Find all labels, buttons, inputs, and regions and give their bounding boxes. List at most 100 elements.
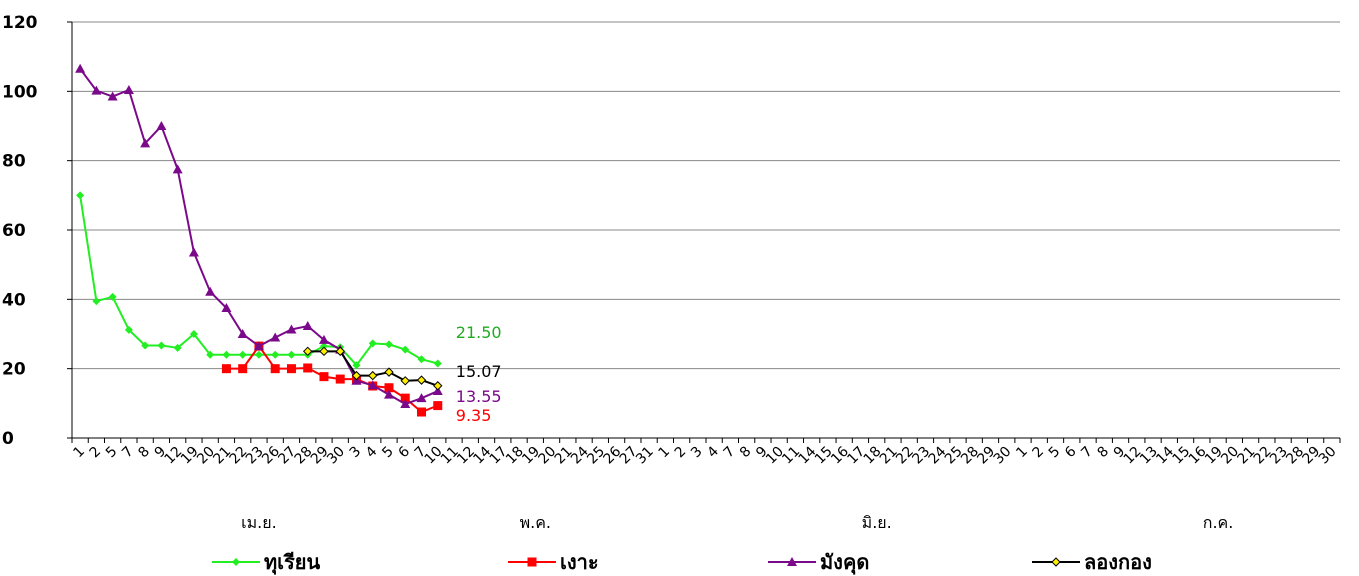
data-point bbox=[368, 370, 378, 381]
x-tick-label: 4 bbox=[363, 443, 381, 461]
data-point bbox=[141, 341, 150, 350]
data-point bbox=[318, 334, 329, 344]
x-tick-label: 1 bbox=[656, 444, 674, 462]
x-tick-label: 8 bbox=[1094, 444, 1112, 462]
month-labels: เม.ย. พ.ค. มิ.ย. ก.ค. bbox=[241, 513, 1233, 532]
data-point bbox=[319, 342, 328, 351]
data-point bbox=[384, 383, 394, 393]
x-tick-label: 2 bbox=[1029, 444, 1047, 462]
y-tick-label: 20 bbox=[2, 360, 26, 380]
x-tick-label: 3 bbox=[347, 444, 365, 462]
data-point bbox=[319, 372, 329, 382]
x-tick-label: 2 bbox=[87, 444, 105, 462]
y-tick-label: 80 bbox=[2, 152, 26, 172]
x-tick-label: 7 bbox=[721, 444, 739, 462]
data-point bbox=[140, 138, 151, 148]
legend: ทุเรียน เงาะ มังคุด ลองกอง bbox=[212, 550, 1152, 575]
data-point bbox=[400, 399, 411, 409]
data-point bbox=[787, 557, 797, 566]
data-point bbox=[527, 557, 537, 567]
data-point bbox=[367, 380, 378, 390]
data-point bbox=[172, 164, 183, 174]
data-point bbox=[286, 324, 297, 334]
month-label: พ.ค. bbox=[520, 513, 551, 532]
data-point bbox=[319, 346, 329, 357]
x-tick-label: 31 bbox=[633, 444, 657, 468]
data-point bbox=[433, 381, 443, 391]
y-tick-label: 0 bbox=[2, 429, 14, 449]
data-point bbox=[303, 346, 313, 357]
data-point bbox=[238, 364, 248, 374]
data-point bbox=[221, 364, 231, 374]
data-point bbox=[156, 121, 167, 130]
end-label: 21.50 bbox=[456, 323, 502, 342]
data-point bbox=[335, 374, 345, 384]
x-tick-label: 30 bbox=[1316, 444, 1340, 468]
x-tick-label: 30 bbox=[324, 444, 348, 468]
data-point bbox=[417, 355, 426, 364]
data-point bbox=[270, 332, 281, 342]
x-tick-label: 6 bbox=[395, 443, 413, 461]
month-label: เม.ย. bbox=[241, 513, 277, 532]
data-point bbox=[253, 341, 264, 351]
y-tick-label: 100 bbox=[2, 82, 38, 102]
data-point bbox=[351, 370, 362, 381]
data-point bbox=[287, 350, 296, 359]
legend-item: มังคุด bbox=[768, 550, 869, 575]
y-tick-label: 60 bbox=[2, 221, 26, 241]
data-point bbox=[433, 401, 443, 411]
data-point bbox=[303, 363, 313, 373]
legend-item: ทุเรียน bbox=[212, 550, 320, 575]
data-point bbox=[188, 247, 199, 257]
legend-item: ลองกอง bbox=[1032, 550, 1152, 574]
data-point bbox=[76, 191, 85, 200]
x-tick-label: 2 bbox=[672, 444, 690, 462]
month-label: มิ.ย. bbox=[862, 513, 892, 532]
data-point bbox=[107, 91, 118, 101]
data-point bbox=[124, 325, 133, 334]
data-point bbox=[416, 393, 427, 403]
x-tick-label: 5 bbox=[379, 444, 397, 462]
x-tick-label: 5 bbox=[1046, 444, 1064, 462]
x-tick-label: 30 bbox=[991, 444, 1015, 468]
series-line bbox=[79, 195, 439, 367]
month-label: ก.ค. bbox=[1203, 513, 1234, 532]
data-point bbox=[232, 558, 240, 566]
data-point bbox=[206, 350, 215, 359]
data-point bbox=[385, 340, 393, 349]
data-point bbox=[384, 367, 394, 377]
data-point bbox=[335, 346, 345, 357]
series-1 bbox=[76, 191, 442, 370]
data-point bbox=[416, 375, 427, 385]
gridlines bbox=[72, 21, 1340, 439]
data-point bbox=[1051, 557, 1061, 567]
data-point bbox=[401, 345, 410, 354]
data-point bbox=[237, 329, 248, 338]
legend-label: มังคุด bbox=[820, 550, 869, 575]
data-point bbox=[205, 286, 216, 296]
data-point bbox=[92, 297, 101, 306]
x-axis: 1257891219202122232627282930345671011121… bbox=[70, 438, 1341, 468]
end-label: 9.35 bbox=[456, 406, 492, 425]
series-3 bbox=[75, 63, 443, 409]
x-tick-label: 7 bbox=[119, 444, 137, 462]
x-tick-label: 1 bbox=[70, 444, 88, 462]
data-point bbox=[400, 393, 410, 403]
data-point bbox=[173, 343, 182, 352]
data-point bbox=[368, 339, 377, 348]
x-tick-label: 3 bbox=[688, 444, 706, 462]
series-4 bbox=[303, 346, 443, 391]
data-point bbox=[108, 292, 117, 301]
data-point bbox=[238, 350, 247, 359]
x-tick-label: 8 bbox=[737, 444, 755, 462]
end-label: 15.07 bbox=[456, 362, 502, 381]
data-point bbox=[189, 330, 198, 338]
y-tick-label: 40 bbox=[2, 290, 26, 310]
x-tick-label: 6 bbox=[1062, 443, 1080, 461]
legend-label: เงาะ bbox=[560, 550, 599, 574]
data-point bbox=[400, 376, 410, 386]
data-point bbox=[222, 350, 231, 359]
data-point bbox=[417, 407, 427, 417]
series-group bbox=[75, 63, 443, 417]
